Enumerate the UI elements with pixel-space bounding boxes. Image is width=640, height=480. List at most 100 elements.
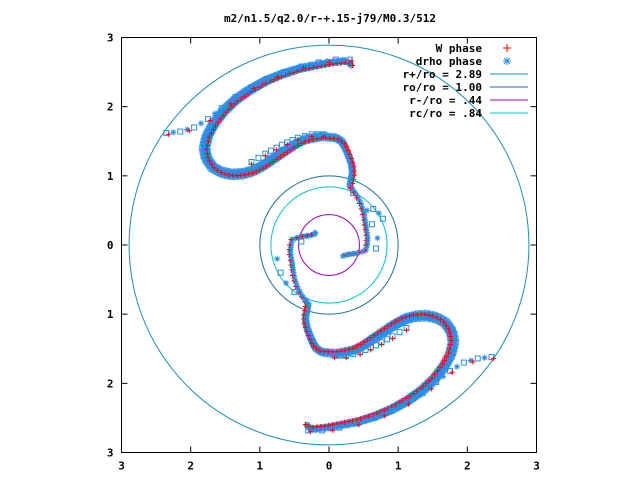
w-marker bbox=[302, 139, 308, 145]
w-marker bbox=[309, 133, 315, 139]
w-marker bbox=[301, 320, 307, 326]
w-marker bbox=[437, 365, 443, 371]
w-marker bbox=[294, 68, 300, 74]
drho-marker bbox=[255, 154, 262, 161]
drho-marker bbox=[232, 93, 239, 100]
x-tick-label: 2 bbox=[464, 460, 471, 473]
x-tick-label: 1 bbox=[395, 460, 402, 473]
w-marker bbox=[307, 336, 313, 342]
w-marker bbox=[385, 323, 391, 329]
w-marker bbox=[448, 334, 454, 340]
legend-label: ro/ro = 1.00 bbox=[403, 81, 482, 94]
x-tick-label: 0 bbox=[326, 460, 333, 473]
drho-marker bbox=[170, 129, 177, 136]
w-marker bbox=[354, 195, 360, 201]
w-marker bbox=[368, 347, 374, 353]
drho-marker bbox=[460, 359, 467, 366]
circle-rro bbox=[128, 44, 530, 446]
w-marker bbox=[288, 236, 294, 242]
w-marker bbox=[281, 152, 287, 158]
w-marker bbox=[302, 304, 308, 310]
w-marker bbox=[379, 341, 385, 347]
w-marker bbox=[429, 375, 435, 381]
w-marker bbox=[350, 176, 356, 182]
w-marker bbox=[290, 70, 296, 76]
w-marker bbox=[395, 317, 401, 323]
drho-marker bbox=[267, 147, 274, 154]
w-marker bbox=[381, 407, 387, 413]
legend-swatch-star bbox=[503, 57, 511, 65]
w-marker bbox=[204, 147, 210, 153]
w-marker bbox=[388, 321, 394, 327]
drho-marker bbox=[453, 363, 460, 370]
w-marker bbox=[228, 101, 234, 107]
w-marker bbox=[307, 429, 313, 435]
drho-marker bbox=[312, 229, 319, 236]
w-marker bbox=[249, 161, 255, 167]
w-marker bbox=[470, 359, 476, 365]
w-marker bbox=[222, 171, 228, 177]
w-marker bbox=[282, 72, 288, 78]
chart-title: m2/n1.5/q2.0/r-+.15-j79/M0.3/512 bbox=[224, 12, 436, 25]
drho-marker bbox=[388, 408, 395, 414]
w-marker bbox=[342, 419, 348, 425]
w-marker bbox=[242, 93, 248, 99]
x-tick-label: 2 bbox=[187, 460, 194, 473]
w-marker bbox=[447, 330, 453, 336]
drho-marker bbox=[339, 56, 346, 63]
w-marker bbox=[446, 326, 452, 332]
y-tick-label: 0 bbox=[107, 239, 114, 252]
w-marker bbox=[361, 339, 367, 345]
drho-marker bbox=[396, 329, 403, 336]
w-marker bbox=[371, 332, 377, 338]
w-marker bbox=[273, 147, 279, 153]
w-marker bbox=[306, 138, 312, 144]
w-marker bbox=[349, 58, 355, 64]
drho-marker bbox=[306, 61, 313, 68]
w-marker bbox=[448, 337, 454, 343]
phase-markers bbox=[163, 56, 497, 435]
w-marker bbox=[330, 427, 336, 433]
w-marker bbox=[350, 63, 356, 69]
w-marker bbox=[223, 109, 229, 115]
circle-rro bbox=[298, 214, 360, 276]
y-tick-label: 1 bbox=[107, 170, 114, 183]
drho-marker bbox=[211, 110, 218, 117]
w-marker bbox=[166, 131, 172, 137]
w-marker bbox=[449, 369, 455, 375]
drho-marker bbox=[198, 120, 205, 127]
w-marker bbox=[309, 340, 315, 346]
w-marker bbox=[306, 424, 312, 430]
drho-marker bbox=[395, 403, 402, 410]
w-marker bbox=[211, 165, 217, 171]
w-marker bbox=[214, 167, 220, 173]
w-marker bbox=[356, 422, 362, 428]
drho-marker bbox=[411, 394, 418, 401]
w-marker bbox=[410, 391, 416, 397]
drho-marker bbox=[301, 133, 308, 140]
drho-marker bbox=[319, 427, 326, 434]
w-marker bbox=[306, 65, 312, 71]
w-marker bbox=[343, 355, 349, 361]
drho-marker bbox=[218, 105, 225, 112]
w-marker bbox=[342, 347, 348, 353]
w-marker bbox=[341, 141, 347, 147]
w-marker bbox=[260, 165, 266, 171]
w-marker bbox=[229, 104, 235, 110]
drho-marker bbox=[293, 280, 300, 287]
w-marker bbox=[368, 335, 374, 341]
w-marker bbox=[220, 113, 226, 119]
legend-swatch-plus bbox=[503, 44, 511, 52]
w-marker bbox=[204, 150, 210, 156]
circle-rcro bbox=[270, 186, 388, 304]
w-marker bbox=[267, 161, 273, 167]
drho-marker bbox=[433, 378, 440, 385]
radius-circles bbox=[128, 44, 530, 446]
drho-marker bbox=[332, 56, 339, 63]
w-marker bbox=[426, 312, 432, 318]
w-marker bbox=[358, 416, 364, 422]
w-marker bbox=[302, 324, 308, 330]
w-marker bbox=[305, 333, 311, 339]
drho-marker bbox=[375, 210, 382, 217]
